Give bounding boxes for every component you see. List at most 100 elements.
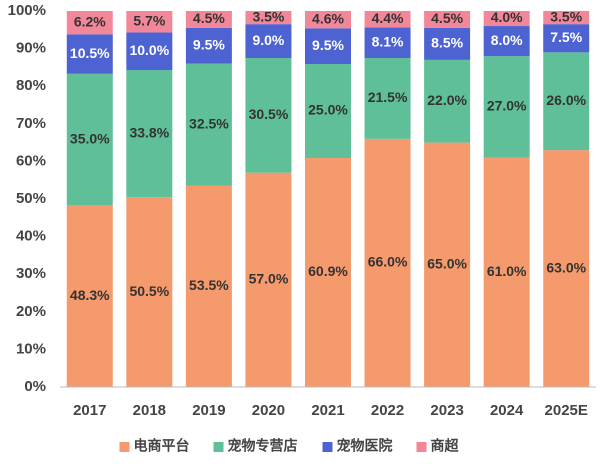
bar-segment xyxy=(305,11,351,29)
value-label: 35.0% xyxy=(70,130,110,146)
value-label: 10.0% xyxy=(129,42,169,58)
value-label: 22.0% xyxy=(427,92,467,108)
bar-segment xyxy=(245,172,292,387)
bar-segment xyxy=(424,142,471,387)
value-label: 48.3% xyxy=(70,287,110,303)
legend-label: 电商平台 xyxy=(134,438,190,454)
legend-swatch xyxy=(322,442,333,452)
value-label: 8.0% xyxy=(491,32,523,48)
y-tick-label: 0% xyxy=(24,378,46,395)
bar-segment xyxy=(543,150,590,387)
x-tick-label: 2018 xyxy=(133,402,166,419)
value-label: 8.5% xyxy=(431,35,463,51)
bar-segment xyxy=(305,28,351,65)
bar-segment xyxy=(185,185,232,387)
y-tick-label: 90% xyxy=(16,40,46,57)
value-label: 66.0% xyxy=(368,254,408,270)
value-label: 4.5% xyxy=(193,10,225,26)
bar-segment xyxy=(185,27,232,64)
value-label: 57.0% xyxy=(249,271,289,287)
bar-segment xyxy=(305,64,351,159)
bar-segment xyxy=(245,11,292,25)
value-label: 53.5% xyxy=(189,277,229,293)
value-label: 21.5% xyxy=(368,89,408,105)
bar-segment xyxy=(483,11,530,27)
legend-label: 宠物医院 xyxy=(337,438,393,454)
legend-label: 商超 xyxy=(431,438,460,454)
value-label: 9.5% xyxy=(193,36,225,52)
y-tick-label: 60% xyxy=(16,152,46,169)
bar-segment xyxy=(424,11,471,28)
bar-segment xyxy=(126,32,173,71)
bar-segment xyxy=(543,11,590,25)
value-label: 61.0% xyxy=(487,263,527,279)
bar-segment xyxy=(126,11,173,33)
value-label: 6.2% xyxy=(74,13,106,29)
value-label: 26.0% xyxy=(546,92,586,108)
y-tick-label: 70% xyxy=(16,115,46,132)
bar-segment xyxy=(364,58,411,139)
legend-swatch xyxy=(416,442,427,452)
value-label: 3.5% xyxy=(252,8,284,24)
x-tick-label: 2021 xyxy=(311,402,344,419)
x-tick-label: 2020 xyxy=(252,402,285,419)
bar-segment xyxy=(364,138,411,387)
bar-segment xyxy=(185,11,232,28)
y-tick-label: 50% xyxy=(16,190,46,207)
value-label: 7.5% xyxy=(550,29,582,45)
value-label: 4.5% xyxy=(431,10,463,26)
bar-segment xyxy=(364,27,411,58)
y-tick-label: 20% xyxy=(16,303,46,320)
bar-segment xyxy=(424,59,471,143)
y-tick-label: 40% xyxy=(16,228,46,245)
y-tick-label: 10% xyxy=(16,340,46,357)
y-tick-label: 80% xyxy=(16,77,46,94)
bar-segment xyxy=(66,34,113,74)
x-tick-label: 2025E xyxy=(545,402,588,419)
value-label: 4.0% xyxy=(491,9,523,25)
value-label: 9.5% xyxy=(312,37,344,53)
value-label: 4.6% xyxy=(312,10,344,26)
value-label: 65.0% xyxy=(427,256,467,272)
value-label: 4.4% xyxy=(372,10,404,26)
bar-segment xyxy=(245,24,292,58)
bar-segment xyxy=(543,52,590,151)
bar-segment xyxy=(543,24,590,53)
x-tick-label: 2017 xyxy=(73,402,106,419)
bar-segment xyxy=(483,157,530,387)
bar-segment xyxy=(245,58,292,173)
value-label: 63.0% xyxy=(546,259,586,275)
bar-segment xyxy=(305,158,351,387)
bar-segment xyxy=(126,70,173,198)
bar-segment xyxy=(483,56,530,158)
value-label: 27.0% xyxy=(487,98,527,114)
legend-swatch xyxy=(119,442,130,452)
value-label: 25.0% xyxy=(308,102,348,118)
value-label: 8.1% xyxy=(372,33,404,49)
x-tick-label: 2023 xyxy=(430,402,463,419)
bar-segment xyxy=(364,11,411,28)
x-tick-label: 2022 xyxy=(371,402,404,419)
bar-segment xyxy=(66,11,113,35)
bar-segment xyxy=(424,27,471,60)
value-label: 33.8% xyxy=(129,124,169,140)
value-label: 10.5% xyxy=(70,45,110,61)
bar-segment xyxy=(185,63,232,186)
value-label: 60.9% xyxy=(308,263,348,279)
y-tick-label: 100% xyxy=(8,2,46,19)
legend-label: 宠物专营店 xyxy=(228,438,298,454)
value-label: 3.5% xyxy=(550,8,582,24)
bar-segment xyxy=(66,205,113,387)
x-tick-label: 2019 xyxy=(192,402,225,419)
value-label: 32.5% xyxy=(189,115,229,131)
bar-segment xyxy=(126,197,173,387)
value-label: 5.7% xyxy=(133,12,165,28)
bar-segment xyxy=(66,73,113,206)
value-label: 50.5% xyxy=(129,283,169,299)
x-tick-label: 2024 xyxy=(490,402,524,419)
value-label: 30.5% xyxy=(249,106,289,122)
y-tick-label: 30% xyxy=(16,265,46,282)
bar-segment xyxy=(483,26,530,57)
legend-swatch xyxy=(213,442,224,452)
